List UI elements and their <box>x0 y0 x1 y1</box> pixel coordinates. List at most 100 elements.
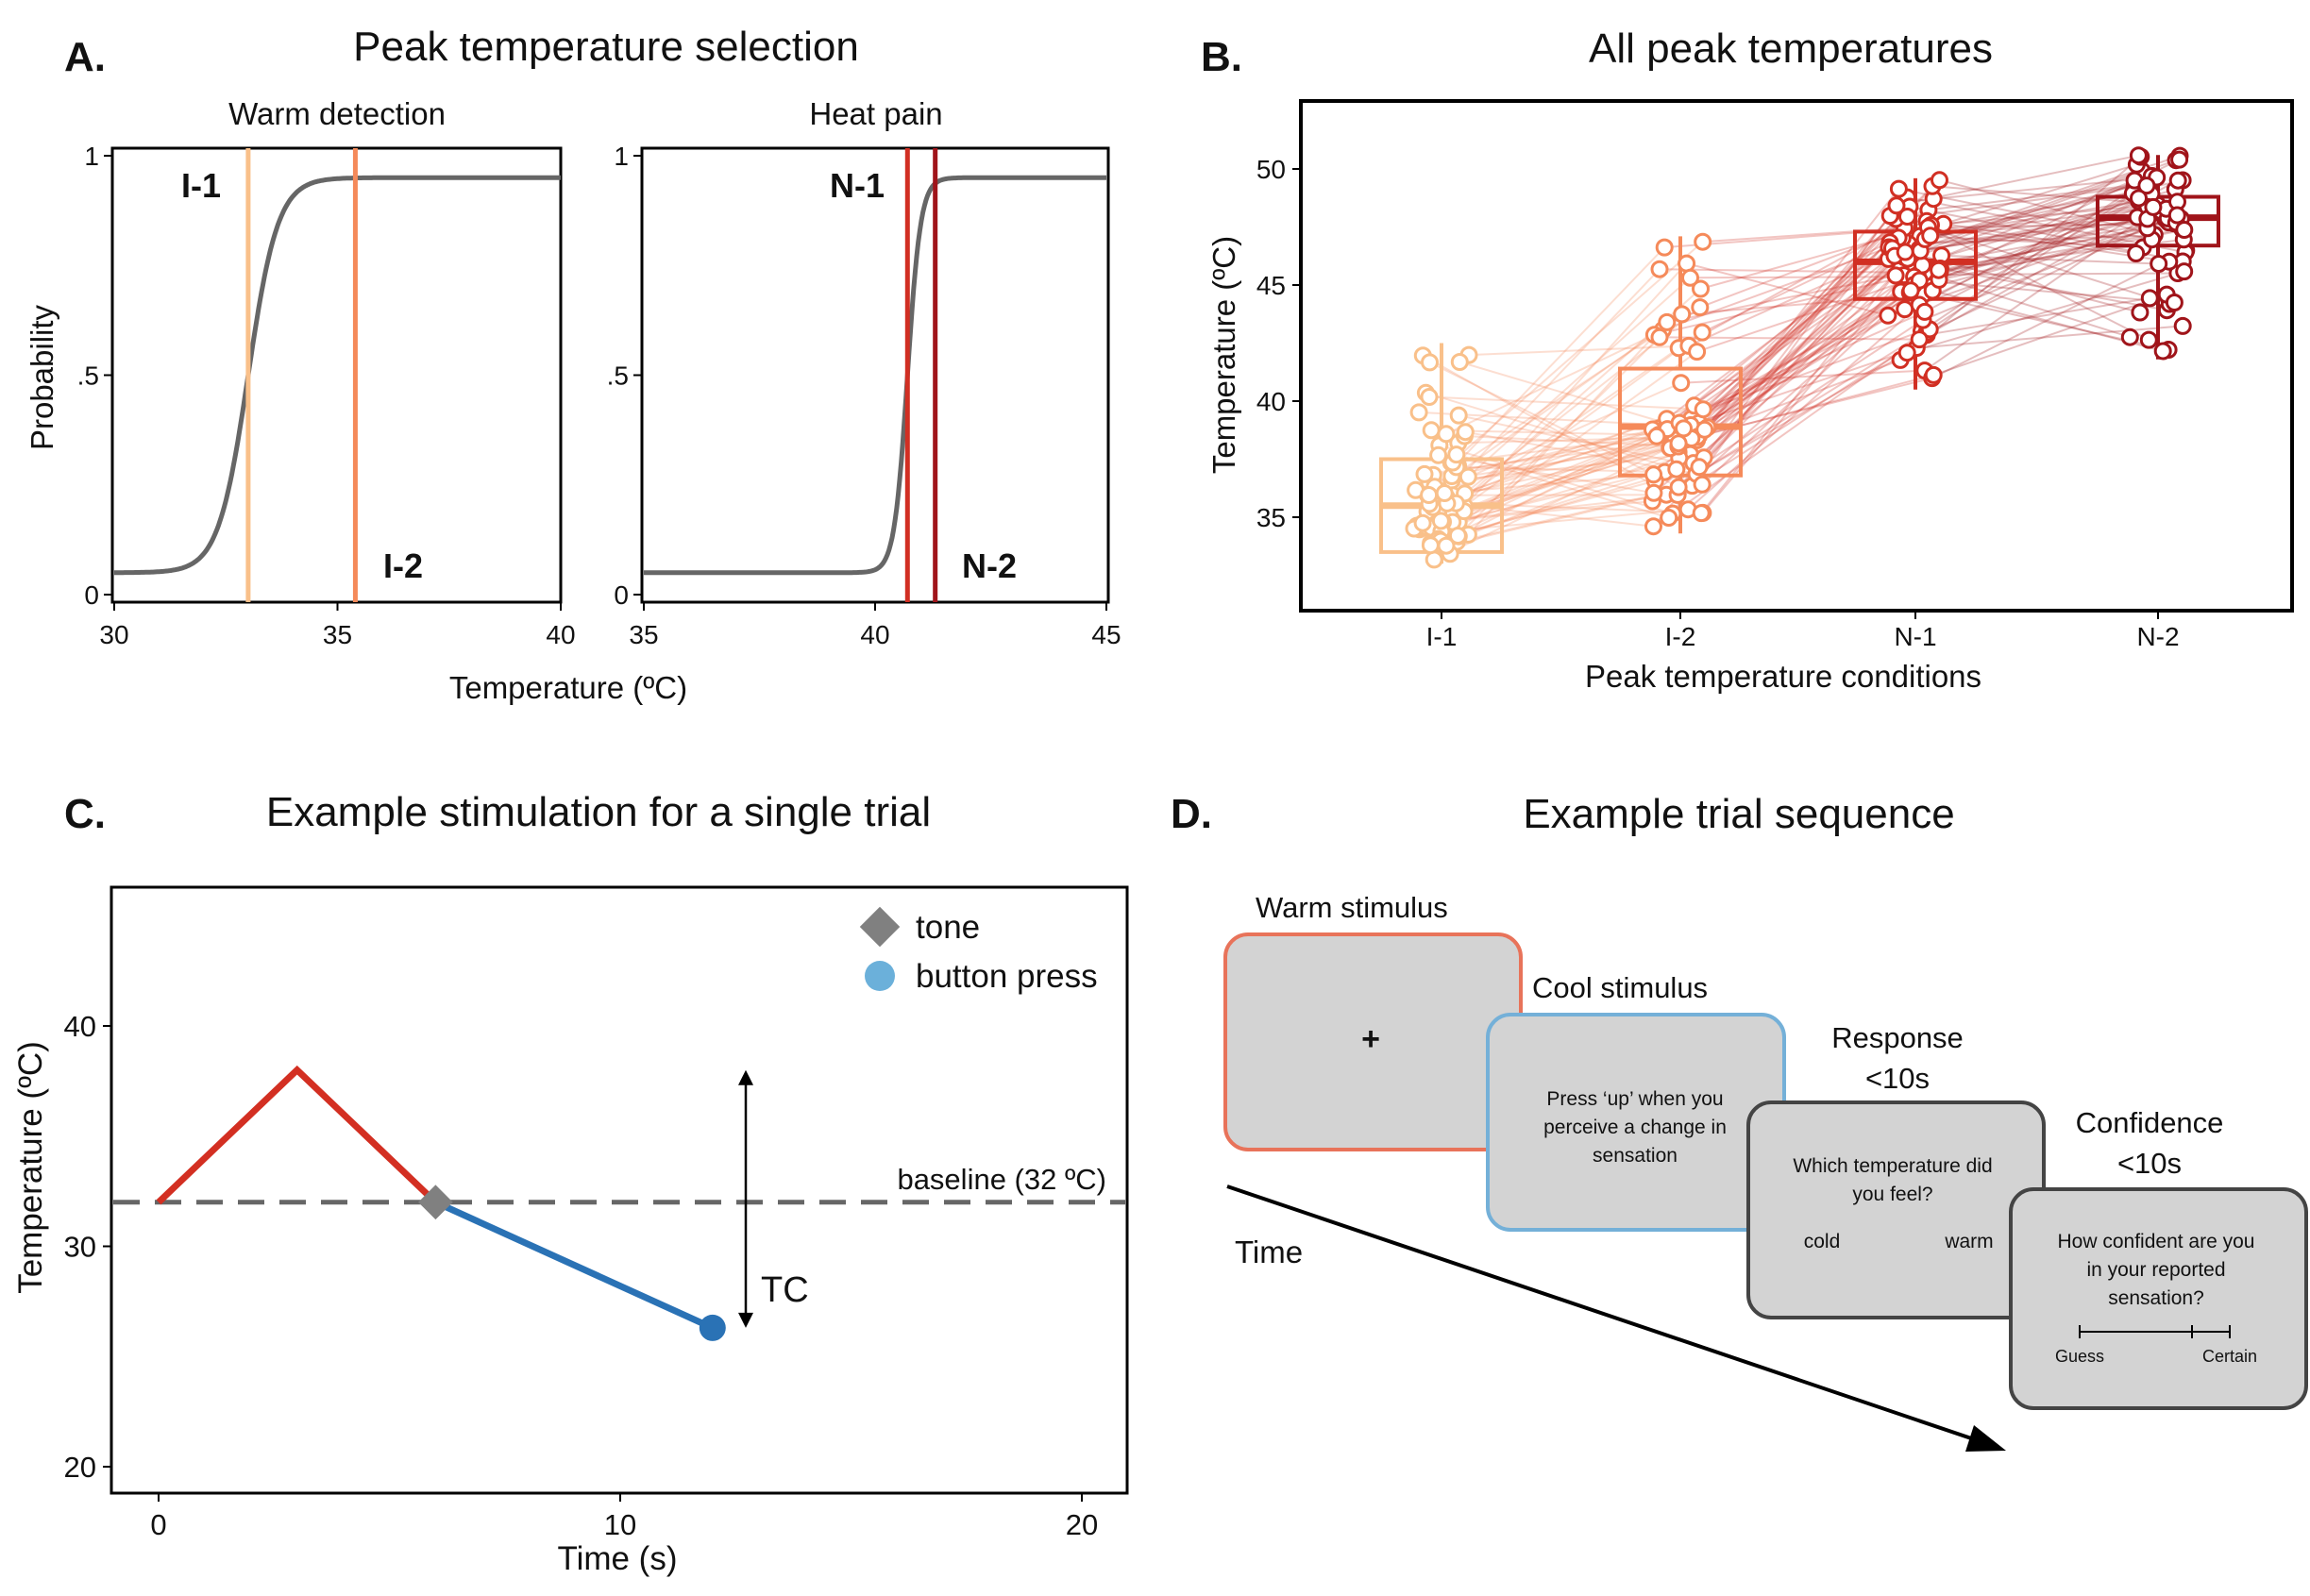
response-question-line-1: Which temperature did <box>1793 1155 1992 1177</box>
panel-a: A. Peak temperature selection Warm detec… <box>25 24 1121 705</box>
panel-c: C. Example stimulation for a single tria… <box>12 789 1129 1577</box>
participant-line <box>1463 435 1658 512</box>
panel-label-c: C. <box>64 791 106 837</box>
threshold-label: I-1 <box>181 166 221 205</box>
participant-point <box>1678 254 1696 273</box>
participant-line <box>1695 351 1908 475</box>
participant-line <box>1906 270 2184 354</box>
participant-line <box>1907 215 2150 341</box>
participant-point <box>1879 306 1897 325</box>
participant-line <box>1678 292 1911 424</box>
y-tick-label: 1 <box>614 142 629 171</box>
panel-a-title: Peak temperature selection <box>353 24 859 70</box>
participant-point <box>1429 445 1448 464</box>
response-question-line-2: you feel? <box>1852 1184 1932 1205</box>
panel-a-left-subtitle: Warm detection <box>228 96 446 131</box>
panel-label-d: D. <box>1171 791 1212 837</box>
cool-stimulus-line <box>433 1199 715 1332</box>
participant-line <box>1425 392 1678 471</box>
participant-point <box>2170 150 2189 169</box>
participant-line <box>1692 333 1928 487</box>
x-tick-label: 40 <box>860 620 889 649</box>
participant-point <box>1690 458 1709 477</box>
participant-line <box>1922 214 2178 322</box>
participant-point <box>1437 425 1456 444</box>
participant-line <box>1924 272 2131 339</box>
participant-point <box>1681 268 1699 287</box>
participant-line <box>1444 473 1654 495</box>
participant-line <box>1459 361 1684 429</box>
participant-line <box>1458 328 1664 467</box>
participant-line <box>1451 427 1661 478</box>
participant-line <box>1701 290 1912 486</box>
participant-point <box>1422 421 1441 440</box>
participant-line <box>1940 197 2139 270</box>
participant-line <box>1905 217 2148 253</box>
participant-point <box>1409 403 1428 422</box>
x-tick-label: I-2 <box>1665 622 1696 651</box>
panel-b: B. All peak temperatures Temperature (ºC… <box>1201 25 2294 694</box>
tc-arrow-head <box>738 1069 753 1085</box>
participant-point <box>1675 419 1693 438</box>
participant-line <box>1439 444 1674 515</box>
panel-d-title: Example trial sequence <box>1523 791 1954 837</box>
confidence-question-line-1: How confident are you <box>2058 1231 2255 1252</box>
participant-point <box>1450 353 1469 371</box>
participant-line <box>1918 192 2137 306</box>
participant-point <box>1672 374 1691 393</box>
participant-point <box>1910 330 1929 349</box>
participant-point <box>2137 176 2156 195</box>
participant-line <box>1672 331 1928 514</box>
participant-line <box>1904 193 2152 311</box>
panel-d: D. Example trial sequence Time Warm stim… <box>1171 791 2308 1452</box>
participant-line <box>1943 204 2158 226</box>
confidence-screen <box>2009 1187 2308 1410</box>
participant-line <box>1456 453 1670 519</box>
x-tick-label: 30 <box>99 620 128 649</box>
participant-point <box>1694 232 1712 251</box>
participant-point <box>1688 343 1707 361</box>
participant-line <box>1450 241 1704 463</box>
participant-point <box>1459 467 1477 486</box>
response-option-cold: cold <box>1804 1231 1841 1252</box>
participant-line <box>1683 278 1940 429</box>
participant-point <box>1435 484 1454 502</box>
cool-stimulus-heading: Cool stimulus <box>1532 971 1708 1004</box>
peak-temperature-boxplot: 35 40 45 50 I-1 I-2 N-1 N-2 <box>1256 99 2294 651</box>
participant-line <box>1436 444 1678 524</box>
participant-point <box>1915 302 1934 321</box>
heat-pain-plot: 0 .5 1 35 40 45 N-1 N-2 <box>607 142 1121 649</box>
panel-a-xlabel: Temperature (ºC) <box>449 670 687 705</box>
participant-line <box>1914 221 2169 278</box>
plot-frame <box>110 146 563 604</box>
participant-line <box>1929 216 2143 283</box>
participant-point <box>1692 279 1710 298</box>
participant-line <box>1666 241 1891 428</box>
confidence-heading: Confidence <box>2076 1106 2224 1139</box>
y-tick-label: 20 <box>64 1451 96 1484</box>
participant-line <box>1939 228 2184 274</box>
participant-point <box>1650 328 1669 346</box>
cool-instruction-line-1: Press ‘up’ when you <box>1546 1088 1723 1110</box>
participant-line <box>1693 256 1906 464</box>
participant-point <box>1901 281 1920 300</box>
x-tick-label: 45 <box>1091 620 1121 649</box>
participant-line <box>1922 217 2182 266</box>
response-option-warm: warm <box>1944 1231 1993 1252</box>
tone-legend-diamond <box>859 906 901 948</box>
participant-line <box>1429 350 1698 546</box>
y-tick-label: 35 <box>1256 503 1286 532</box>
participant-point <box>2173 316 2192 335</box>
participant-point <box>1695 420 1714 439</box>
participant-line <box>1438 454 1655 495</box>
warm-stimulus-line <box>156 1065 438 1205</box>
participant-line <box>1441 494 1678 522</box>
participant-line <box>1690 245 1893 420</box>
participant-point <box>2130 189 2148 208</box>
threshold-label: N-2 <box>962 546 1017 585</box>
psychometric-curve <box>644 175 1106 576</box>
plot-frame <box>1299 99 2294 613</box>
participant-line <box>1429 395 1704 411</box>
participant-line <box>1917 272 2178 277</box>
